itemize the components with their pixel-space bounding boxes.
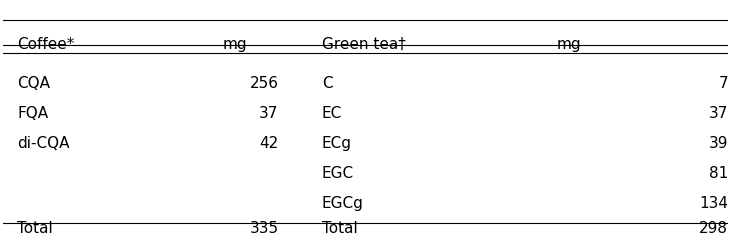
Text: 39: 39 — [709, 136, 728, 151]
Text: 37: 37 — [709, 106, 728, 121]
Text: 37: 37 — [259, 106, 279, 121]
Text: mg: mg — [223, 37, 247, 52]
Text: 42: 42 — [260, 136, 279, 151]
Text: EC: EC — [322, 106, 342, 121]
Text: CQA: CQA — [18, 76, 50, 91]
Text: ECg: ECg — [322, 136, 352, 151]
Text: C: C — [322, 76, 333, 91]
Text: 134: 134 — [700, 196, 728, 211]
Text: 7: 7 — [719, 76, 728, 91]
Text: Total: Total — [322, 221, 357, 236]
Text: 81: 81 — [709, 166, 728, 181]
Text: EGCg: EGCg — [322, 196, 364, 211]
Text: 335: 335 — [249, 221, 279, 236]
Text: Coffee*: Coffee* — [18, 37, 75, 52]
Text: Total: Total — [18, 221, 53, 236]
Text: 298: 298 — [700, 221, 728, 236]
Text: EGC: EGC — [322, 166, 354, 181]
Text: 256: 256 — [249, 76, 279, 91]
Text: FQA: FQA — [18, 106, 48, 121]
Text: Green tea†: Green tea† — [322, 37, 406, 52]
Text: mg: mg — [556, 37, 581, 52]
Text: di-CQA: di-CQA — [18, 136, 69, 151]
